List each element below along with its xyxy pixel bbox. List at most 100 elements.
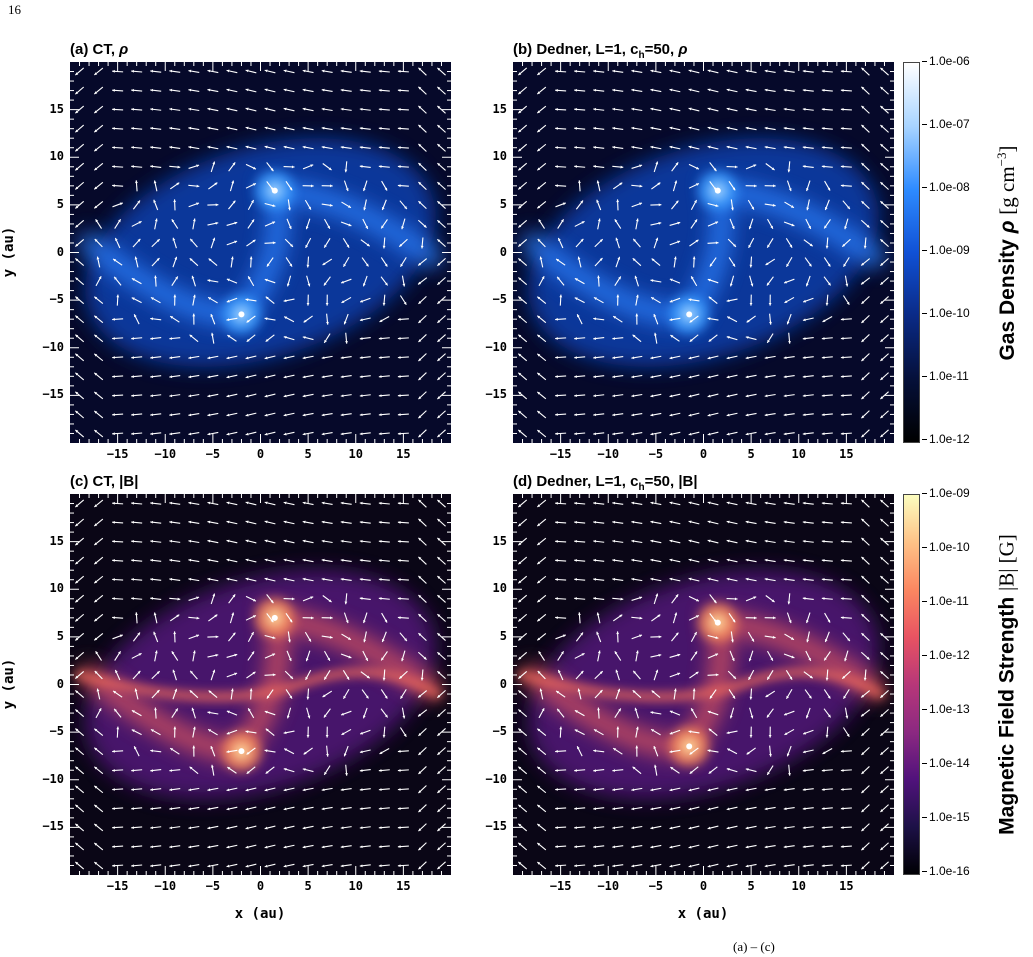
field-vector-head (404, 206, 407, 210)
field-vector-head (234, 653, 238, 657)
field-vector-head (825, 677, 829, 681)
field-vector-head (771, 167, 775, 171)
field-vector-head (303, 751, 307, 755)
field-vector-head (518, 167, 522, 171)
field-vector-head (359, 337, 363, 340)
field-vector-head (226, 558, 230, 562)
field-vector-head (616, 199, 620, 203)
field-vector-head (264, 539, 268, 543)
field-vector-head (173, 631, 177, 635)
field-vector-head (688, 520, 692, 524)
field-vector-head (674, 612, 678, 616)
field-vector-head (170, 748, 174, 751)
field-vector-head (580, 238, 584, 242)
field-vector-head (189, 258, 193, 262)
field-vector-head (840, 768, 844, 772)
field-vector-head (669, 864, 673, 868)
panel-b-xtick-label: −15 (549, 447, 572, 461)
field-vector-head (580, 670, 584, 674)
field-vector-head (94, 167, 98, 171)
field-vector-head (596, 631, 600, 635)
cbar-magnetic-tick: 1.0e-09 (922, 486, 970, 500)
field-vector-head (404, 638, 407, 642)
field-vector-head (188, 394, 192, 398)
field-vector-head (707, 539, 711, 543)
field-vector-head (188, 807, 192, 811)
field-vector-head (861, 415, 865, 419)
field-vector-head (861, 124, 865, 128)
field-vector-head (732, 263, 736, 267)
panel-b-xtick-label: −10 (597, 447, 620, 461)
field-vector-head (283, 394, 287, 398)
panel-b-sink-2 (669, 294, 710, 335)
field-vector-head (150, 807, 154, 811)
field-vector-head (861, 377, 865, 381)
field-vector-head (226, 126, 230, 130)
field-vector-head (556, 690, 560, 694)
field-vector-head (208, 297, 212, 300)
field-vector-head (880, 614, 884, 617)
field-vector-head (749, 696, 753, 700)
field-vector-head (880, 652, 884, 656)
field-vector-head (631, 88, 635, 92)
field-vector-head (75, 391, 79, 395)
field-vector-head (112, 88, 115, 92)
field-vector-head (378, 413, 382, 417)
field-vector-head (188, 88, 192, 92)
field-vector-head (340, 845, 344, 849)
field-vector-head (302, 826, 306, 830)
field-vector-head (764, 807, 768, 811)
field-vector-head (688, 845, 692, 849)
field-vector-head (749, 264, 753, 268)
field-vector-head (658, 653, 662, 657)
field-vector-head (272, 241, 276, 245)
field-vector-head (822, 319, 826, 322)
field-vector-head (843, 695, 847, 699)
field-vector-head (880, 809, 884, 813)
field-vector-head (418, 771, 422, 775)
field-vector-head (786, 753, 790, 757)
field-vector-head (75, 766, 79, 770)
field-vector-head (670, 335, 674, 338)
field-vector-head (321, 107, 325, 111)
field-vector-head (150, 729, 154, 732)
field-vector-head (880, 847, 884, 851)
panel-d-ytick-label: 5 (499, 628, 507, 643)
field-vector-head (154, 650, 158, 654)
field-vector-head (150, 845, 154, 849)
field-vector-head (880, 576, 884, 579)
field-vector-head (593, 769, 597, 772)
field-vector-head (784, 280, 788, 284)
field-vector-head (113, 690, 117, 694)
field-vector-head (248, 276, 251, 280)
field-vector-head (94, 372, 98, 376)
panel-a-title-main: (a) CT, (70, 41, 120, 58)
field-vector-head (359, 750, 363, 754)
field-vector-head (650, 375, 654, 379)
field-vector-head (131, 501, 134, 505)
field-vector-head (840, 108, 844, 111)
field-vector-head (264, 558, 268, 562)
panel-a-xtick-label: −10 (154, 447, 177, 461)
panel-d-svg (513, 494, 894, 875)
field-vector-head (283, 299, 287, 303)
field-vector-head (137, 200, 140, 204)
field-vector-head (112, 336, 115, 340)
field-vector-head (402, 283, 406, 287)
field-vector-head (251, 632, 254, 636)
field-vector-head (555, 559, 558, 562)
field-vector-head (537, 542, 541, 546)
field-vector-head (321, 69, 325, 73)
field-vector-head (764, 520, 768, 524)
field-vector-head (418, 182, 422, 185)
field-vector-head (359, 107, 363, 111)
field-vector-head (537, 110, 541, 114)
field-vector-head (154, 275, 157, 279)
panel-a-ytick-label: 5 (56, 196, 64, 211)
field-vector-head (861, 771, 865, 775)
field-vector-head (207, 88, 211, 92)
field-vector-head (596, 180, 600, 184)
field-vector-head (578, 180, 581, 184)
field-vector-head (188, 577, 192, 581)
field-vector-head (824, 207, 828, 210)
